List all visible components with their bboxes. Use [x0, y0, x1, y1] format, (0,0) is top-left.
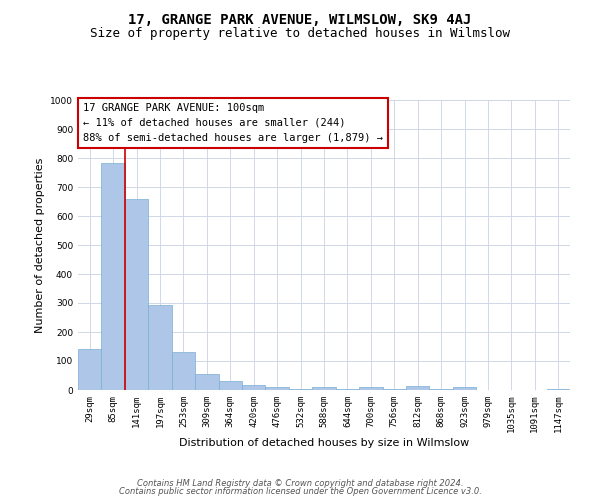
Bar: [453, 387, 476, 390]
Bar: [336, 389, 359, 390]
Bar: [265, 387, 289, 390]
Bar: [195, 374, 218, 390]
Bar: [125, 198, 148, 390]
Bar: [148, 305, 172, 390]
Bar: [218, 382, 242, 390]
Bar: [383, 389, 406, 390]
Text: Size of property relative to detached houses in Wilmslow: Size of property relative to detached ho…: [90, 28, 510, 40]
Bar: [289, 389, 312, 390]
Text: 17 GRANGE PARK AVENUE: 100sqm
← 11% of detached houses are smaller (244)
88% of : 17 GRANGE PARK AVENUE: 100sqm ← 11% of d…: [83, 103, 383, 142]
Text: Contains public sector information licensed under the Open Government Licence v3: Contains public sector information licen…: [119, 487, 481, 496]
Bar: [547, 389, 570, 390]
Bar: [359, 387, 383, 390]
Bar: [242, 385, 265, 390]
Bar: [430, 389, 453, 390]
Bar: [406, 386, 430, 390]
Text: Contains HM Land Registry data © Crown copyright and database right 2024.: Contains HM Land Registry data © Crown c…: [137, 478, 463, 488]
Bar: [312, 387, 336, 390]
Y-axis label: Number of detached properties: Number of detached properties: [35, 158, 44, 332]
Bar: [78, 350, 101, 390]
Bar: [101, 163, 125, 390]
Text: 17, GRANGE PARK AVENUE, WILMSLOW, SK9 4AJ: 17, GRANGE PARK AVENUE, WILMSLOW, SK9 4A…: [128, 12, 472, 26]
X-axis label: Distribution of detached houses by size in Wilmslow: Distribution of detached houses by size …: [179, 438, 469, 448]
Bar: [172, 352, 195, 390]
